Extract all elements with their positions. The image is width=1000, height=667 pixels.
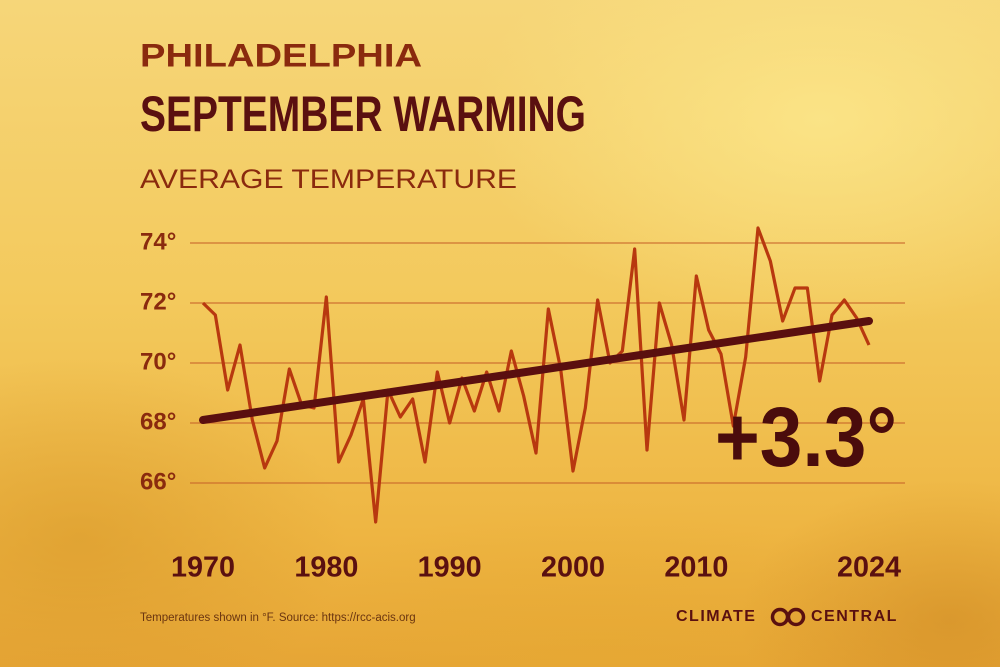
logo-text: CLIMATE — [676, 608, 756, 625]
logo-icon — [770, 607, 806, 627]
x-tick-label: 2024 — [837, 552, 901, 584]
y-tick-label: 74° — [140, 228, 176, 255]
footnote: Temperatures shown in °F. Source: https:… — [140, 612, 416, 624]
chart-subtitle: SEPTEMBER WARMING — [140, 86, 586, 142]
y-axis-label: AVERAGE TEMPERATURE — [140, 164, 517, 194]
chart-title: PHILADELPHIA — [140, 37, 422, 73]
x-tick-label: 1970 — [171, 552, 235, 584]
y-tick-label: 68° — [140, 408, 176, 435]
y-tick-label: 66° — [140, 468, 176, 495]
x-tick-label: 2000 — [541, 552, 605, 584]
logo-text: CENTRAL — [811, 608, 898, 625]
trend-line — [199, 317, 873, 424]
x-tick-label: 2010 — [664, 552, 728, 584]
annotation: +3.3° — [715, 390, 897, 484]
data-line — [201, 226, 871, 524]
y-tick-label: 72° — [140, 288, 176, 315]
x-tick-label: 1980 — [294, 552, 358, 584]
x-tick-label: 1990 — [418, 552, 482, 584]
y-tick-label: 70° — [140, 348, 176, 375]
